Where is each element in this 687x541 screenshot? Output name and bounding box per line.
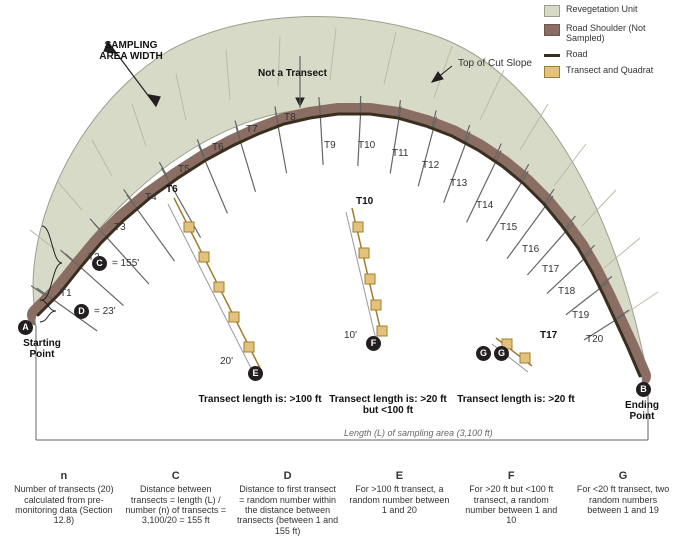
- t6-big-label: T6: [166, 184, 178, 195]
- ten-ft-label: 10': [344, 330, 357, 341]
- marker-b: B: [636, 382, 651, 397]
- def-body: Number of transects (20) calculated from…: [12, 484, 116, 525]
- transect-label: T19: [572, 310, 589, 321]
- def-body: For >20 ft but <100 ft transect, a rando…: [459, 484, 563, 525]
- transect-label: T20: [586, 334, 603, 345]
- enlarged-t10: [346, 208, 387, 340]
- tl-20-100: Transect length is: >20 ft but <100 ft: [323, 394, 453, 416]
- marker-e: E: [248, 366, 263, 381]
- def-hd: n: [12, 470, 116, 482]
- transect-label: T8: [284, 112, 296, 123]
- transect-label: T9: [324, 140, 336, 151]
- marker-a: A: [18, 320, 33, 335]
- transect-label: T10: [358, 140, 375, 151]
- marker-f: F: [366, 336, 381, 351]
- transect-label: T13: [450, 178, 467, 189]
- transect-label: T12: [422, 160, 439, 171]
- transect-label: T6: [212, 142, 224, 153]
- d-value: = 23': [94, 306, 116, 317]
- marker-g2: G: [494, 346, 509, 361]
- transect-label: T4: [145, 192, 157, 203]
- legend: Revegetation Unit Road Shoulder (Not Sam…: [544, 4, 679, 84]
- transect-label: T14: [476, 200, 493, 211]
- def-hd: G: [571, 470, 675, 482]
- transect-label: T7: [246, 124, 258, 135]
- legend-label: Revegetation Unit: [566, 4, 638, 14]
- legend-label: Road Shoulder (Not Sampled): [566, 23, 679, 43]
- transect-label: T15: [500, 222, 517, 233]
- top-of-cut-label: Top of Cut Slope: [458, 58, 532, 69]
- def-body: For <20 ft transect, two random numbers …: [571, 484, 675, 515]
- def-hd: C: [124, 470, 228, 482]
- transect-label: T2: [88, 252, 100, 263]
- sampling-width-label: SAMPLING AREA WIDTH: [96, 40, 166, 62]
- ending-point-label: Ending Point: [617, 400, 667, 422]
- def-body: Distance to first transect = random numb…: [236, 484, 340, 536]
- marker-g1: G: [476, 346, 491, 361]
- enlarged-t6: [168, 198, 262, 378]
- transect-label: T5: [178, 164, 190, 175]
- legend-label: Transect and Quadrat: [566, 65, 653, 75]
- def-body: For >100 ft transect, a random number be…: [347, 484, 451, 515]
- def-hd: E: [347, 470, 451, 482]
- transect-label: T3: [114, 222, 126, 233]
- tl-100: Transect length is: >100 ft: [195, 394, 325, 405]
- legend-label: Road: [566, 49, 588, 59]
- t17-big-label: T17: [540, 330, 557, 341]
- length-bracket: [36, 326, 648, 440]
- transect-label: T16: [522, 244, 539, 255]
- t10-big-label: T10: [356, 196, 373, 207]
- transect-label: T17: [542, 264, 559, 275]
- length-footnote: Length (L) of sampling area (3,100 ft): [344, 428, 493, 438]
- marker-d: D: [74, 304, 89, 319]
- transect-label: T1: [60, 288, 72, 299]
- def-hd: F: [459, 470, 563, 482]
- def-hd: D: [236, 470, 340, 482]
- transect-label: T18: [558, 286, 575, 297]
- def-body: Distance between transects = length (L) …: [124, 484, 228, 525]
- twenty-ft-label: 20': [220, 356, 233, 367]
- tl-20: Transect length is: >20 ft: [456, 394, 576, 405]
- c-value: = 155': [112, 258, 139, 269]
- not-transect-label: Not a Transect: [258, 68, 327, 79]
- definitions-row: n Number of transects (20) calculated fro…: [8, 470, 679, 536]
- transect-label: T11: [392, 148, 409, 159]
- starting-point-label: Starting Point: [12, 338, 72, 360]
